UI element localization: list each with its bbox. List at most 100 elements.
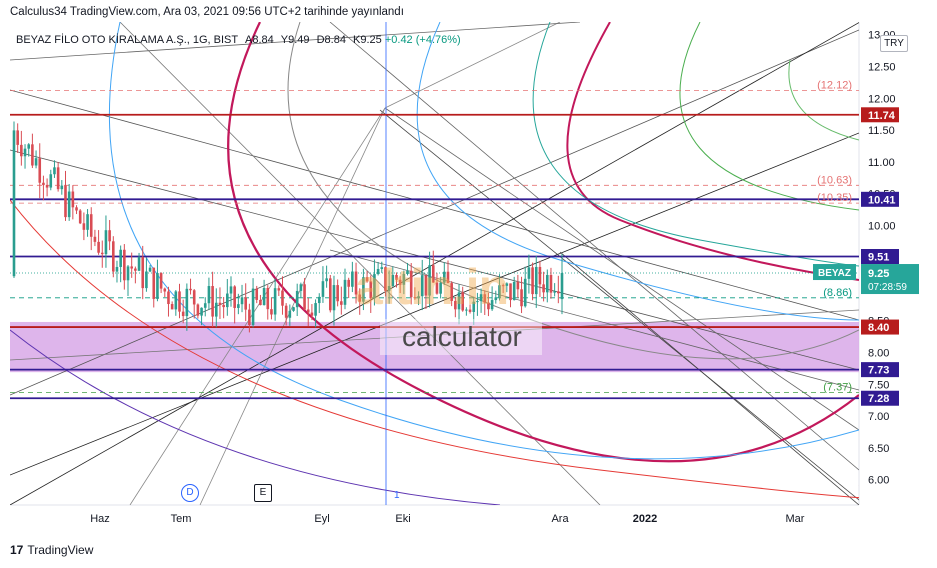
- candle-body: [340, 301, 343, 305]
- candle-body: [38, 158, 42, 183]
- candle-body: [384, 267, 387, 291]
- footer-text: TradingView: [27, 543, 94, 557]
- candle-body: [100, 252, 104, 255]
- trend-line: [379, 109, 859, 501]
- level-badge: [861, 107, 899, 123]
- candle-body: [137, 257, 141, 271]
- time-tick: Haz: [90, 513, 110, 525]
- level-badge: [861, 191, 899, 207]
- candle-body: [376, 268, 380, 275]
- candle-body: [233, 286, 236, 308]
- gann-arc: [532, 22, 859, 267]
- earnings-marker[interactable]: E: [254, 484, 272, 502]
- trend-line: [10, 149, 859, 371]
- candle-body: [468, 309, 472, 312]
- candle-body: [347, 279, 350, 287]
- candle-body: [23, 148, 27, 157]
- level-badge: [861, 390, 899, 406]
- candle-body: [148, 267, 152, 272]
- price-tick: 12.50: [868, 61, 896, 73]
- candle-body: [498, 285, 501, 298]
- candle-body: [126, 266, 130, 281]
- candle-body: [255, 288, 259, 300]
- candle-body: [461, 292, 464, 311]
- candle-body: [520, 289, 523, 307]
- candle-body: [259, 299, 262, 306]
- candle-body: [60, 185, 64, 190]
- dividend-marker[interactable]: D: [181, 484, 199, 502]
- candle-body: [141, 257, 145, 289]
- candle-body: [483, 294, 487, 303]
- candle-body: [170, 304, 174, 310]
- last-price-value: 9.25: [868, 268, 889, 280]
- candle-body: [189, 288, 192, 291]
- time-tick: Ara: [551, 513, 569, 525]
- level-badge-text: 10.41: [868, 194, 896, 206]
- candle-body: [387, 286, 391, 291]
- candle-body: [542, 284, 545, 293]
- candle-body: [281, 290, 284, 306]
- candle-body: [428, 265, 431, 296]
- candle-body: [71, 191, 75, 208]
- candle-body: [49, 174, 53, 188]
- trend-line: [10, 132, 859, 476]
- candle-body: [358, 294, 362, 302]
- dashed-level-label: (12.12): [817, 80, 852, 92]
- tradingview-logo-icon: 17: [10, 543, 24, 557]
- level-badge-text: 11.74: [868, 110, 896, 122]
- gann-arc: [566, 22, 859, 281]
- gann-arc: [416, 22, 859, 321]
- candle-body: [226, 293, 229, 308]
- candle-body: [174, 291, 178, 310]
- watermark-logo: altin.in: [355, 259, 509, 315]
- candle-body: [86, 214, 89, 230]
- candle-body: [123, 249, 126, 281]
- candle-body: [439, 282, 442, 294]
- publish-info: Calculus34 TradingView.com, Ara 03, 2021…: [10, 6, 404, 18]
- candle-body: [306, 309, 310, 313]
- candle-body: [354, 271, 358, 295]
- trend-line: [10, 22, 859, 505]
- candle-body: [56, 167, 60, 190]
- candle-body: [450, 283, 453, 301]
- trend-line: [119, 22, 601, 505]
- trend-line: [10, 89, 859, 321]
- candle-body: [454, 300, 457, 310]
- candle-body: [560, 273, 564, 300]
- symbol-legend: BEYAZ FİLO OTO KİRALAMA A.Ş., 1G, BIST A…: [16, 34, 461, 46]
- gann-arc: [108, 22, 859, 460]
- level-badge: [861, 249, 899, 265]
- candle-body: [295, 290, 299, 308]
- candle-body: [328, 278, 332, 311]
- candle-body: [115, 266, 119, 272]
- price-tick: 8.00: [868, 347, 889, 359]
- candle-body: [303, 284, 306, 310]
- candle-body: [487, 302, 490, 310]
- price-tick: 6.00: [868, 475, 889, 487]
- price-tick: 10.00: [868, 220, 896, 232]
- dashed-level-label: (10.63): [817, 174, 852, 186]
- level-badge: [861, 319, 899, 335]
- candle-body: [167, 291, 170, 305]
- candle-body: [465, 309, 468, 311]
- candle-body: [67, 191, 71, 218]
- level-badge-text: 8.40: [868, 322, 889, 334]
- dashed-level-label: (7.37): [823, 382, 852, 394]
- split-marker[interactable]: 1: [394, 490, 400, 501]
- countdown-timer: 07:28:59: [868, 282, 907, 293]
- change-value: +0.42 (+4.76%): [384, 34, 461, 46]
- candle-body: [406, 270, 409, 274]
- candle-body: [108, 230, 111, 242]
- currency-button[interactable]: TRY: [880, 35, 908, 52]
- candle-body: [93, 236, 97, 242]
- candle-body: [380, 267, 384, 269]
- candle-body: [494, 297, 498, 301]
- price-tick: 7.50: [868, 379, 889, 391]
- gann-arc: [788, 59, 859, 141]
- candle-body: [523, 278, 527, 307]
- candle-body: [237, 304, 240, 308]
- candle-body: [545, 274, 549, 293]
- candle-body: [531, 267, 534, 295]
- candle-body: [446, 271, 450, 284]
